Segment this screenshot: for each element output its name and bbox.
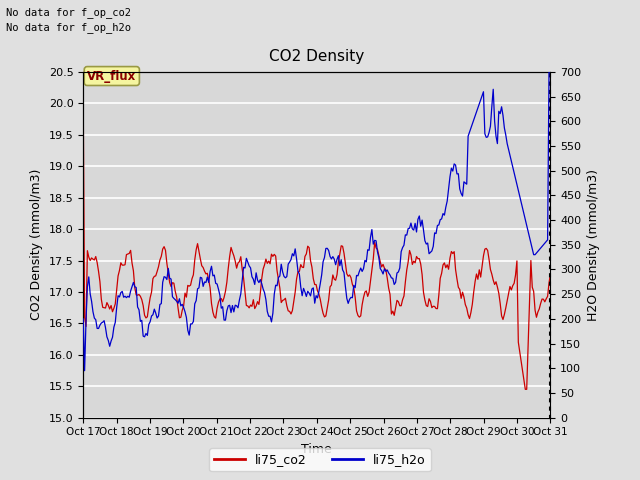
X-axis label: Time: Time [301, 443, 332, 456]
Y-axis label: CO2 Density (mmol/m3): CO2 Density (mmol/m3) [30, 169, 43, 321]
Text: VR_flux: VR_flux [87, 70, 136, 83]
Text: No data for f_op_co2: No data for f_op_co2 [6, 7, 131, 18]
Title: CO2 Density: CO2 Density [269, 49, 364, 64]
Text: No data for f_op_h2o: No data for f_op_h2o [6, 22, 131, 33]
Y-axis label: H2O Density (mmol/m3): H2O Density (mmol/m3) [587, 169, 600, 321]
Legend: li75_co2, li75_h2o: li75_co2, li75_h2o [209, 448, 431, 471]
